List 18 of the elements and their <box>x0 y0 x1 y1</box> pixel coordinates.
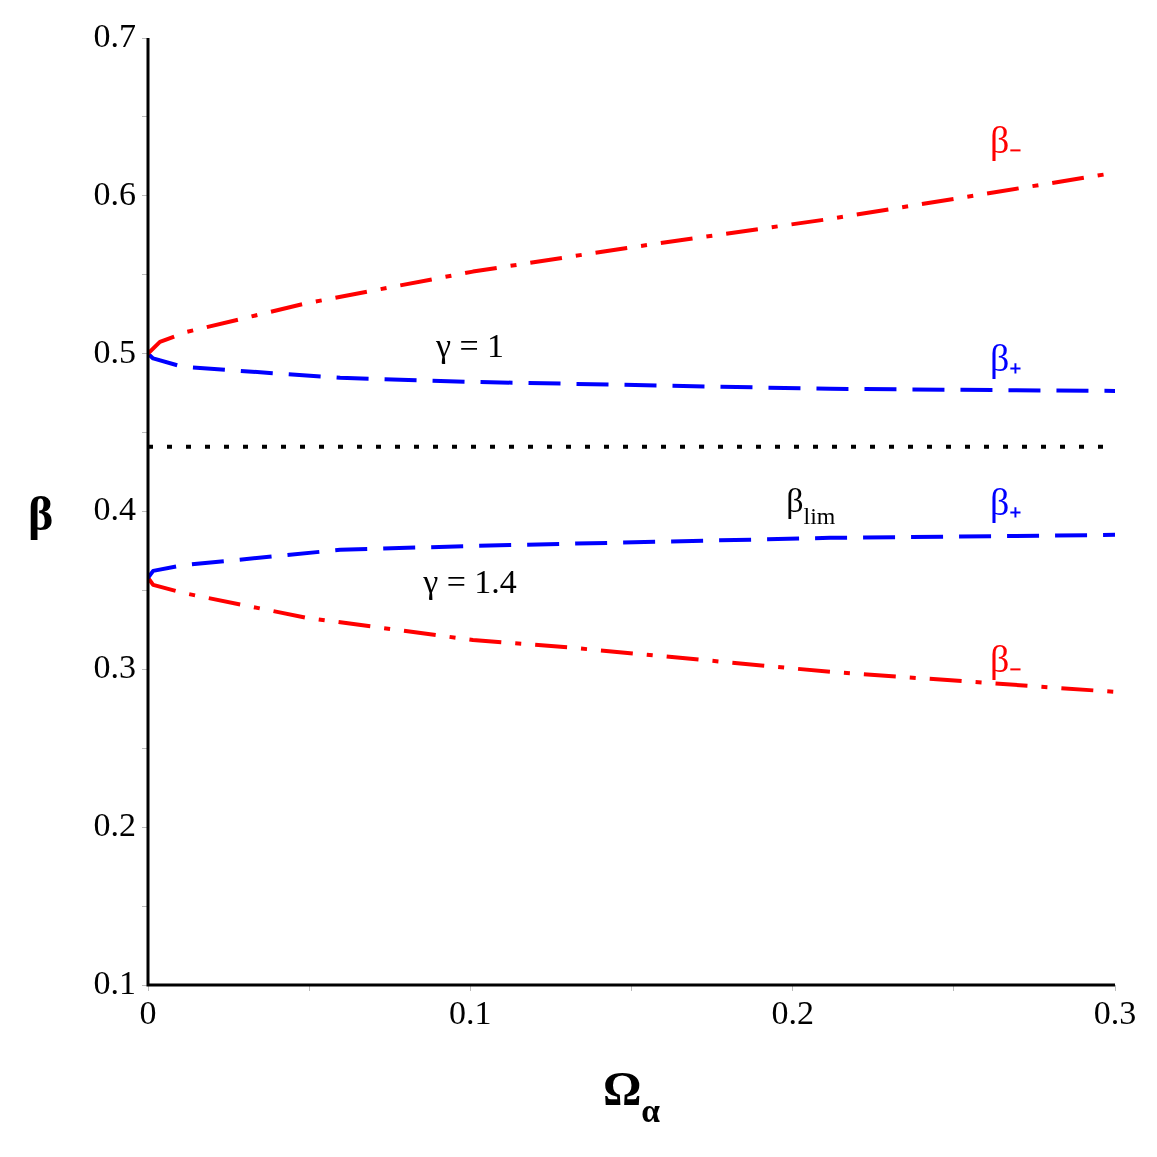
series-label: β₊ <box>990 336 1023 379</box>
y-tick-label: 0.5 <box>93 332 136 370</box>
series-label: β₋ <box>990 637 1023 680</box>
x-tick-label: 0.2 <box>771 994 814 1032</box>
y-tick-label: 0.3 <box>93 648 136 686</box>
series-label: β₋ <box>990 118 1023 161</box>
y-tick-label: 0.2 <box>93 806 136 844</box>
x-tick-label: 0.3 <box>1093 994 1137 1032</box>
series-label: β₊ <box>990 480 1023 523</box>
y-tick-label: 0.6 <box>93 174 136 212</box>
y-tick-label: 0.7 <box>93 16 136 54</box>
x-tick-label: 0.1 <box>449 994 492 1032</box>
y-tick-label: 0.1 <box>93 963 136 1001</box>
annotation: γ = 1 <box>434 327 505 365</box>
x-tick-label: 0 <box>139 994 157 1032</box>
annotation: γ = 1.4 <box>422 562 517 600</box>
y-axis-title: β <box>28 486 54 540</box>
y-tick-label: 0.4 <box>93 490 136 528</box>
